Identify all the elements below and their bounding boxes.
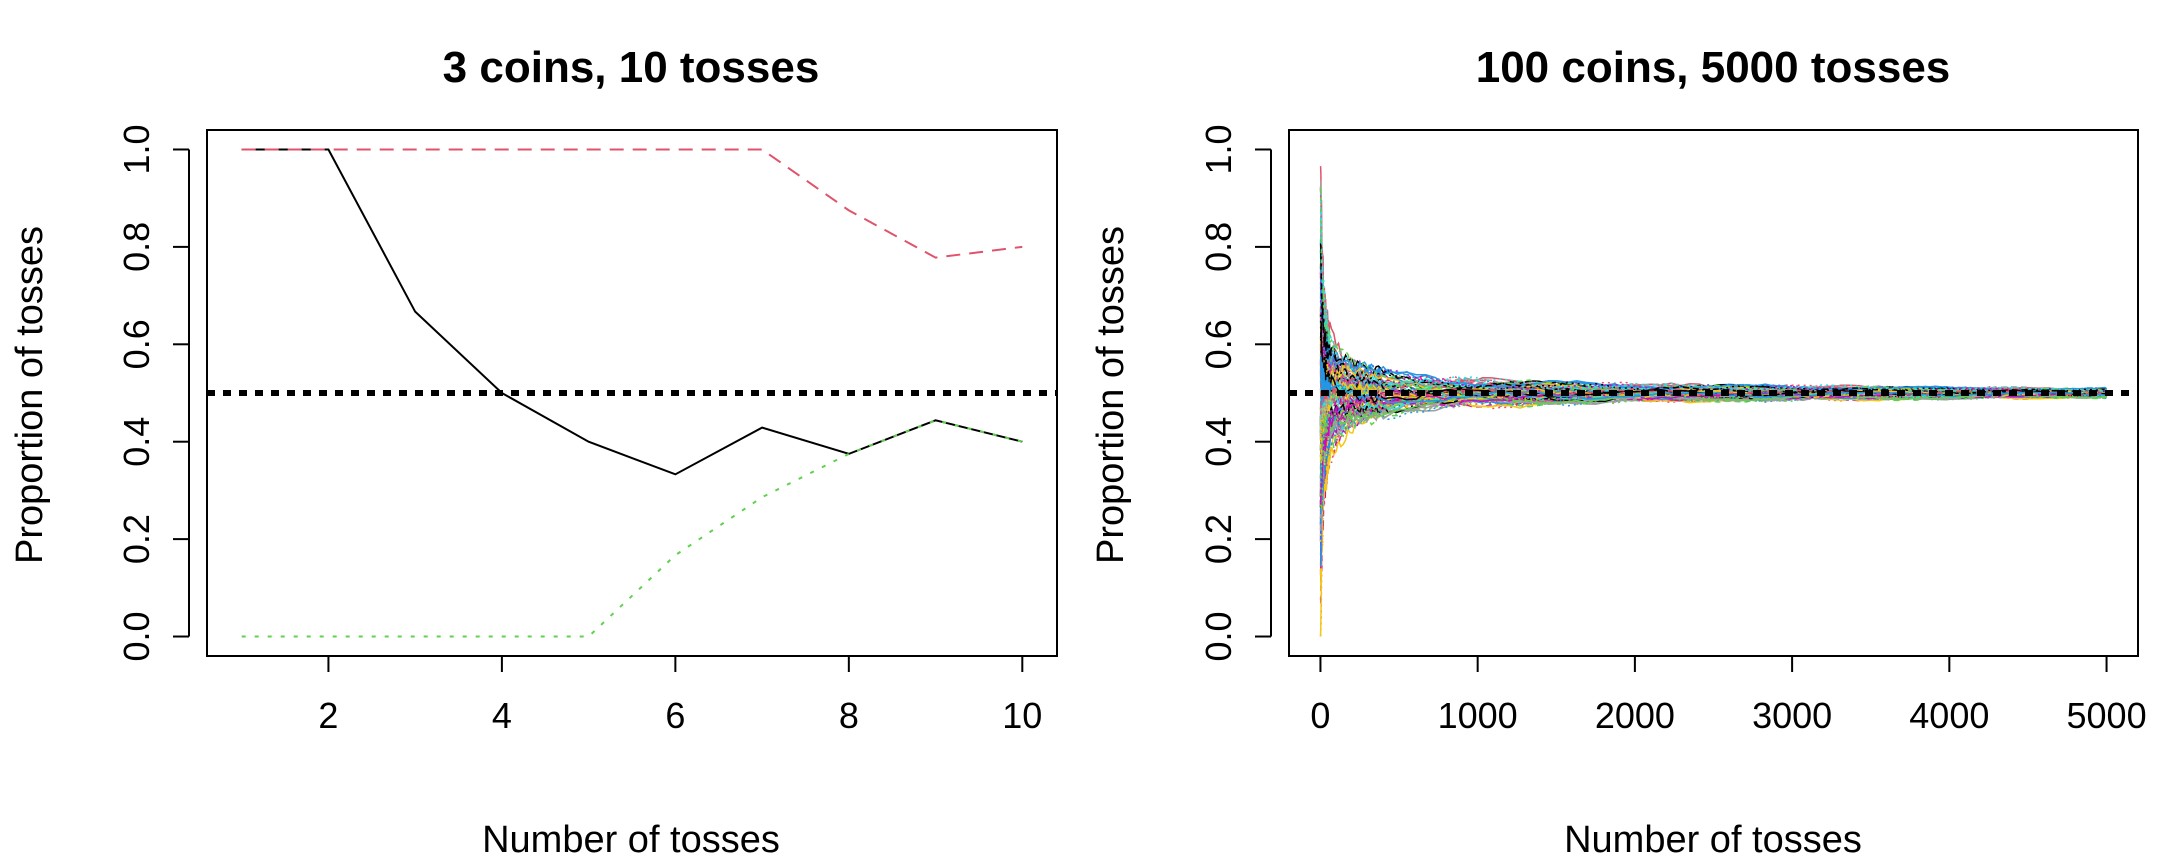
series-line-right-59: [1319, 187, 2107, 392]
series-line-right-10: [1319, 166, 2107, 393]
x-tick-label-left-1: 4: [492, 695, 512, 736]
series-line-right-52: [1319, 393, 2107, 567]
y-tick-label-right-2: 0.4: [1198, 417, 1239, 467]
series-line-right-66: [1319, 392, 2108, 518]
series-line-right-44: [1319, 239, 2107, 392]
series-line-right-96: [1319, 381, 2107, 451]
x-tick-label-right-4: 4000: [1909, 695, 1989, 736]
series-line-right-42: [1319, 234, 2107, 393]
series-line-left-1: [241, 148, 1023, 476]
series-line-right-6: [1319, 272, 2107, 392]
x-tick-label-left-4: 10: [1002, 695, 1042, 736]
series-line-right-74: [1319, 270, 2108, 394]
x-tick-label-right-5: 5000: [2067, 695, 2147, 736]
series-line-right-87: [1319, 391, 2107, 542]
series-line-right-72: [1319, 282, 2107, 396]
x-tick-label-left-0: 2: [318, 695, 338, 736]
series-line-right-26: [1319, 186, 2107, 393]
series-line-right-49: [1319, 248, 2107, 392]
series-line-right-80: [1319, 393, 2107, 484]
series-line-right-92: [1319, 387, 2107, 525]
series-line-right-56: [1319, 180, 2107, 393]
series-line-right-40: [1319, 394, 2107, 499]
series-line-right-9: [1319, 391, 2107, 547]
series-line-right-28: [1319, 296, 2107, 394]
series-line-right-22: [1319, 273, 2107, 398]
y-axis-label-right: Proportion of tosses: [1090, 226, 1132, 564]
series-line-right-38: [1319, 392, 2108, 541]
series-line-right-99: [1319, 390, 2107, 496]
series-line-right-93: [1319, 200, 2107, 392]
x-tick-label-right-0: 0: [1310, 695, 1330, 736]
panel-right: 100 coins, 5000 tosses Number of tosses …: [1090, 43, 2147, 861]
series-line-right-18: [1319, 394, 2107, 637]
series-line-right-91: [1319, 393, 2107, 509]
series-line-right-78: [1319, 276, 2107, 393]
y-tick-label-right-3: 0.6: [1198, 319, 1239, 369]
y-tick-label-left-0: 0.0: [116, 611, 157, 661]
series-line-right-30: [1320, 300, 2108, 393]
series-line-right-60: [1319, 394, 2108, 505]
series-line-right-65: [1319, 389, 2107, 508]
series-line-right-35: [1319, 394, 2108, 556]
series-line-right-57: [1319, 389, 2107, 508]
series-line-right-12: [1319, 188, 2107, 393]
x-tick-label-right-1: 1000: [1438, 695, 1518, 736]
series-line-right-89: [1319, 243, 2107, 395]
series-line-right-37: [1319, 392, 2107, 511]
plot-area-right: 0 1000 2000 3000 4000 5000 0.0 0.2 0.4 0.6 0.8 1.0: [1198, 124, 2147, 736]
y-tick-label-left-3: 0.6: [116, 319, 157, 369]
series-line-right-14: [1319, 394, 2107, 605]
series-line-right-31: [1319, 394, 2107, 637]
y-tick-label-right-1: 0.2: [1198, 514, 1239, 564]
series-line-left-3: [241, 419, 1023, 638]
series-line-right-94: [1319, 390, 2108, 505]
series-line-right-84: [1319, 393, 2107, 565]
y-tick-label-left-5: 1.0: [116, 124, 157, 174]
y-tick-label-right-5: 1.0: [1198, 124, 1239, 174]
series-line-right-4: [1319, 294, 2107, 392]
series-line-right-21: [1319, 272, 2107, 396]
series-line-right-46: [1319, 392, 2108, 569]
series-line-right-15: [1319, 388, 2107, 530]
series-line-right-32: [1319, 263, 2107, 395]
x-tick-label-right-2: 2000: [1595, 695, 1675, 736]
series-line-right-13: [1319, 216, 2107, 393]
chart-title-left: 3 coins, 10 tosses: [443, 43, 820, 92]
chart-title-right: 100 coins, 5000 tosses: [1476, 43, 1951, 92]
series-line-right-73: [1319, 393, 2107, 449]
y-tick-label-right-0: 0.0: [1198, 611, 1239, 661]
y-tick-label-left-2: 0.4: [116, 417, 157, 467]
series-line-right-7: [1319, 393, 2107, 591]
series-line-right-69: [1319, 286, 2107, 394]
y-tick-label-right-4: 0.8: [1198, 222, 1239, 272]
series-line-right-39: [1319, 393, 2108, 503]
series-line-left-2: [241, 148, 1023, 259]
series-line-right-67: [1319, 392, 2107, 494]
y-tick-label-left-4: 0.8: [116, 222, 157, 272]
plot-area-left: 2 4 6 8 10 0.0 0.2 0.4 0.6 0.8 1.0: [116, 124, 1058, 736]
series-line-right-88: [1319, 393, 2107, 531]
y-axis-label-left: Proportion of tosses: [9, 226, 51, 564]
x-tick-label-right-3: 3000: [1752, 695, 1832, 736]
series-line-right-86: [1319, 392, 2107, 506]
panel-left: 3 coins, 10 tosses Number of tosses Prop…: [9, 43, 1058, 861]
x-tick-label-left-2: 6: [665, 695, 685, 736]
x-axis-label-left: Number of tosses: [482, 819, 780, 861]
x-tick-label-left-3: 8: [839, 695, 859, 736]
y-tick-label-left-1: 0.2: [116, 514, 157, 564]
series-line-right-33: [1319, 393, 2107, 491]
series-line-right-76: [1319, 269, 2108, 392]
x-axis-label-right: Number of tosses: [1564, 819, 1862, 861]
series-line-right-2: [1319, 393, 2107, 576]
series-line-right-1: [1319, 256, 2107, 396]
